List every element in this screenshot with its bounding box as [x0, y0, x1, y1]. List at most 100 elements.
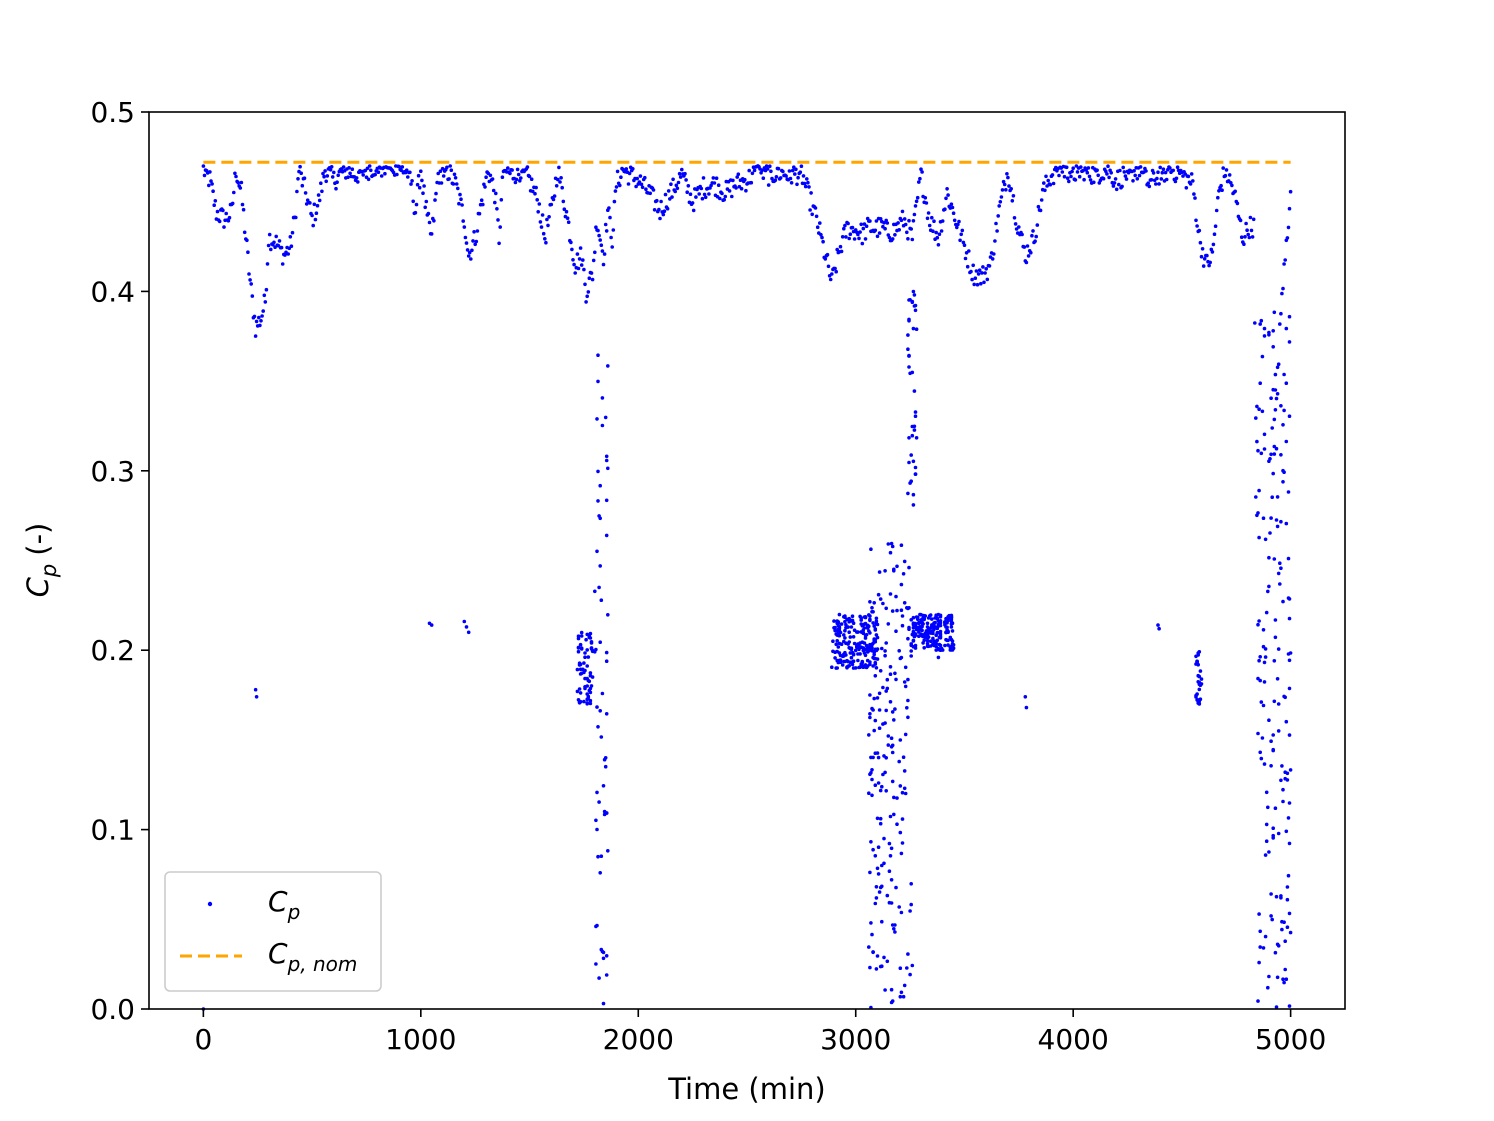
cp-data-point	[1282, 372, 1286, 377]
cp-data-point	[294, 215, 298, 220]
cp-data-point	[852, 641, 857, 646]
cp-data-point	[1244, 221, 1248, 226]
cp-data-point	[422, 184, 426, 188]
cp-data-point	[596, 379, 600, 384]
cp-data-point	[1254, 416, 1258, 420]
cp-data-point	[1157, 626, 1161, 631]
cp-data-point	[1239, 235, 1244, 239]
cp-data-point	[945, 625, 949, 630]
cp-data-point	[421, 191, 425, 195]
cp-data-point	[971, 263, 975, 268]
cp-data-point	[888, 814, 893, 819]
cp-data-point	[985, 277, 990, 282]
cp-data-point	[836, 624, 841, 628]
cp-data-point	[1138, 165, 1143, 169]
cp-data-point	[893, 930, 897, 934]
cp-data-point	[1042, 181, 1046, 185]
cp-data-point	[578, 246, 583, 250]
cp-data-point	[1261, 946, 1266, 950]
cp-data-point	[557, 165, 561, 170]
cp-data-point	[931, 636, 935, 641]
cp-data-point	[1155, 176, 1159, 181]
cp-data-point	[913, 308, 918, 313]
cp-data-point	[939, 229, 944, 233]
cp-data-point	[987, 264, 992, 268]
cp-data-point	[328, 168, 333, 172]
cp-data-point	[843, 223, 847, 228]
cp-data-point	[599, 598, 604, 602]
cp-data-point	[1197, 650, 1202, 654]
cp-data-point	[236, 180, 240, 185]
cp-data-point	[1275, 677, 1280, 681]
cp-data-point	[883, 988, 887, 992]
cp-data-point	[1256, 511, 1260, 515]
cp-data-point	[1283, 776, 1287, 781]
cp-data-point	[883, 649, 887, 653]
cp-data-point	[840, 663, 845, 667]
cp-data-point	[224, 211, 228, 216]
cp-data-point	[889, 987, 894, 992]
cp-data-point	[906, 606, 910, 611]
cp-data-point	[254, 319, 259, 324]
cp-data-point	[944, 196, 948, 201]
cp-data-point	[1274, 518, 1279, 522]
cp-data-point	[906, 636, 910, 641]
cp-data-point	[534, 185, 538, 190]
cp-data-point	[928, 644, 933, 648]
cp-data-point	[1287, 597, 1292, 601]
cp-data-point	[914, 327, 919, 332]
cp-data-point	[859, 630, 863, 634]
cp-data-point	[1262, 334, 1267, 338]
cp-data-point	[246, 250, 250, 254]
cp-data-point	[208, 170, 212, 174]
cp-data-point	[950, 639, 955, 643]
cp-data-point	[799, 164, 804, 168]
cp-data-point	[601, 784, 606, 788]
cp-data-point	[415, 182, 420, 187]
cp-data-point	[1276, 831, 1281, 836]
cp-data-point	[833, 266, 837, 271]
cp-data-point	[910, 963, 915, 968]
cp-data-point	[887, 869, 892, 873]
cp-data-point	[835, 639, 839, 643]
cp-data-point	[1107, 175, 1111, 180]
cp-data-point	[899, 218, 904, 223]
cp-data-point	[1271, 329, 1275, 333]
cp-data-point	[560, 185, 564, 190]
cp-data-point	[773, 178, 778, 182]
cp-data-point	[601, 1001, 606, 1006]
cp-data-point	[438, 169, 443, 173]
cp-data-point	[604, 498, 609, 503]
cp-data-point	[234, 174, 238, 179]
cp-data-point	[585, 692, 589, 696]
cp-data-point	[457, 201, 461, 206]
cp-data-point	[356, 180, 360, 184]
cp-data-point	[870, 768, 874, 772]
cp-data-point	[588, 671, 593, 675]
cp-data-point	[604, 712, 609, 716]
cp-data-point	[803, 184, 808, 189]
cp-data-point	[626, 182, 631, 186]
cp-data-point	[575, 252, 580, 256]
cp-data-point	[280, 262, 285, 266]
cp-data-point	[1122, 170, 1127, 174]
cp-data-point	[579, 634, 584, 638]
cp-data-point	[1025, 244, 1030, 248]
cp-data-point	[1256, 731, 1260, 736]
cp-data-point	[913, 633, 918, 638]
cp-data-point	[849, 655, 854, 660]
cp-data-point	[890, 779, 895, 784]
cp-data-point	[606, 613, 610, 617]
cp-data-point	[981, 265, 985, 269]
cp-data-point	[1208, 260, 1212, 265]
cp-data-point	[727, 189, 732, 193]
cp-data-point	[819, 232, 823, 237]
cp-data-point	[850, 618, 855, 623]
cp-data-point	[975, 282, 980, 287]
cp-data-point	[462, 225, 467, 229]
cp-data-point	[606, 466, 610, 471]
cp-data-point	[1193, 196, 1197, 200]
cp-data-point	[851, 621, 856, 625]
cp-data-point	[500, 175, 505, 179]
cp-data-point	[598, 709, 602, 713]
